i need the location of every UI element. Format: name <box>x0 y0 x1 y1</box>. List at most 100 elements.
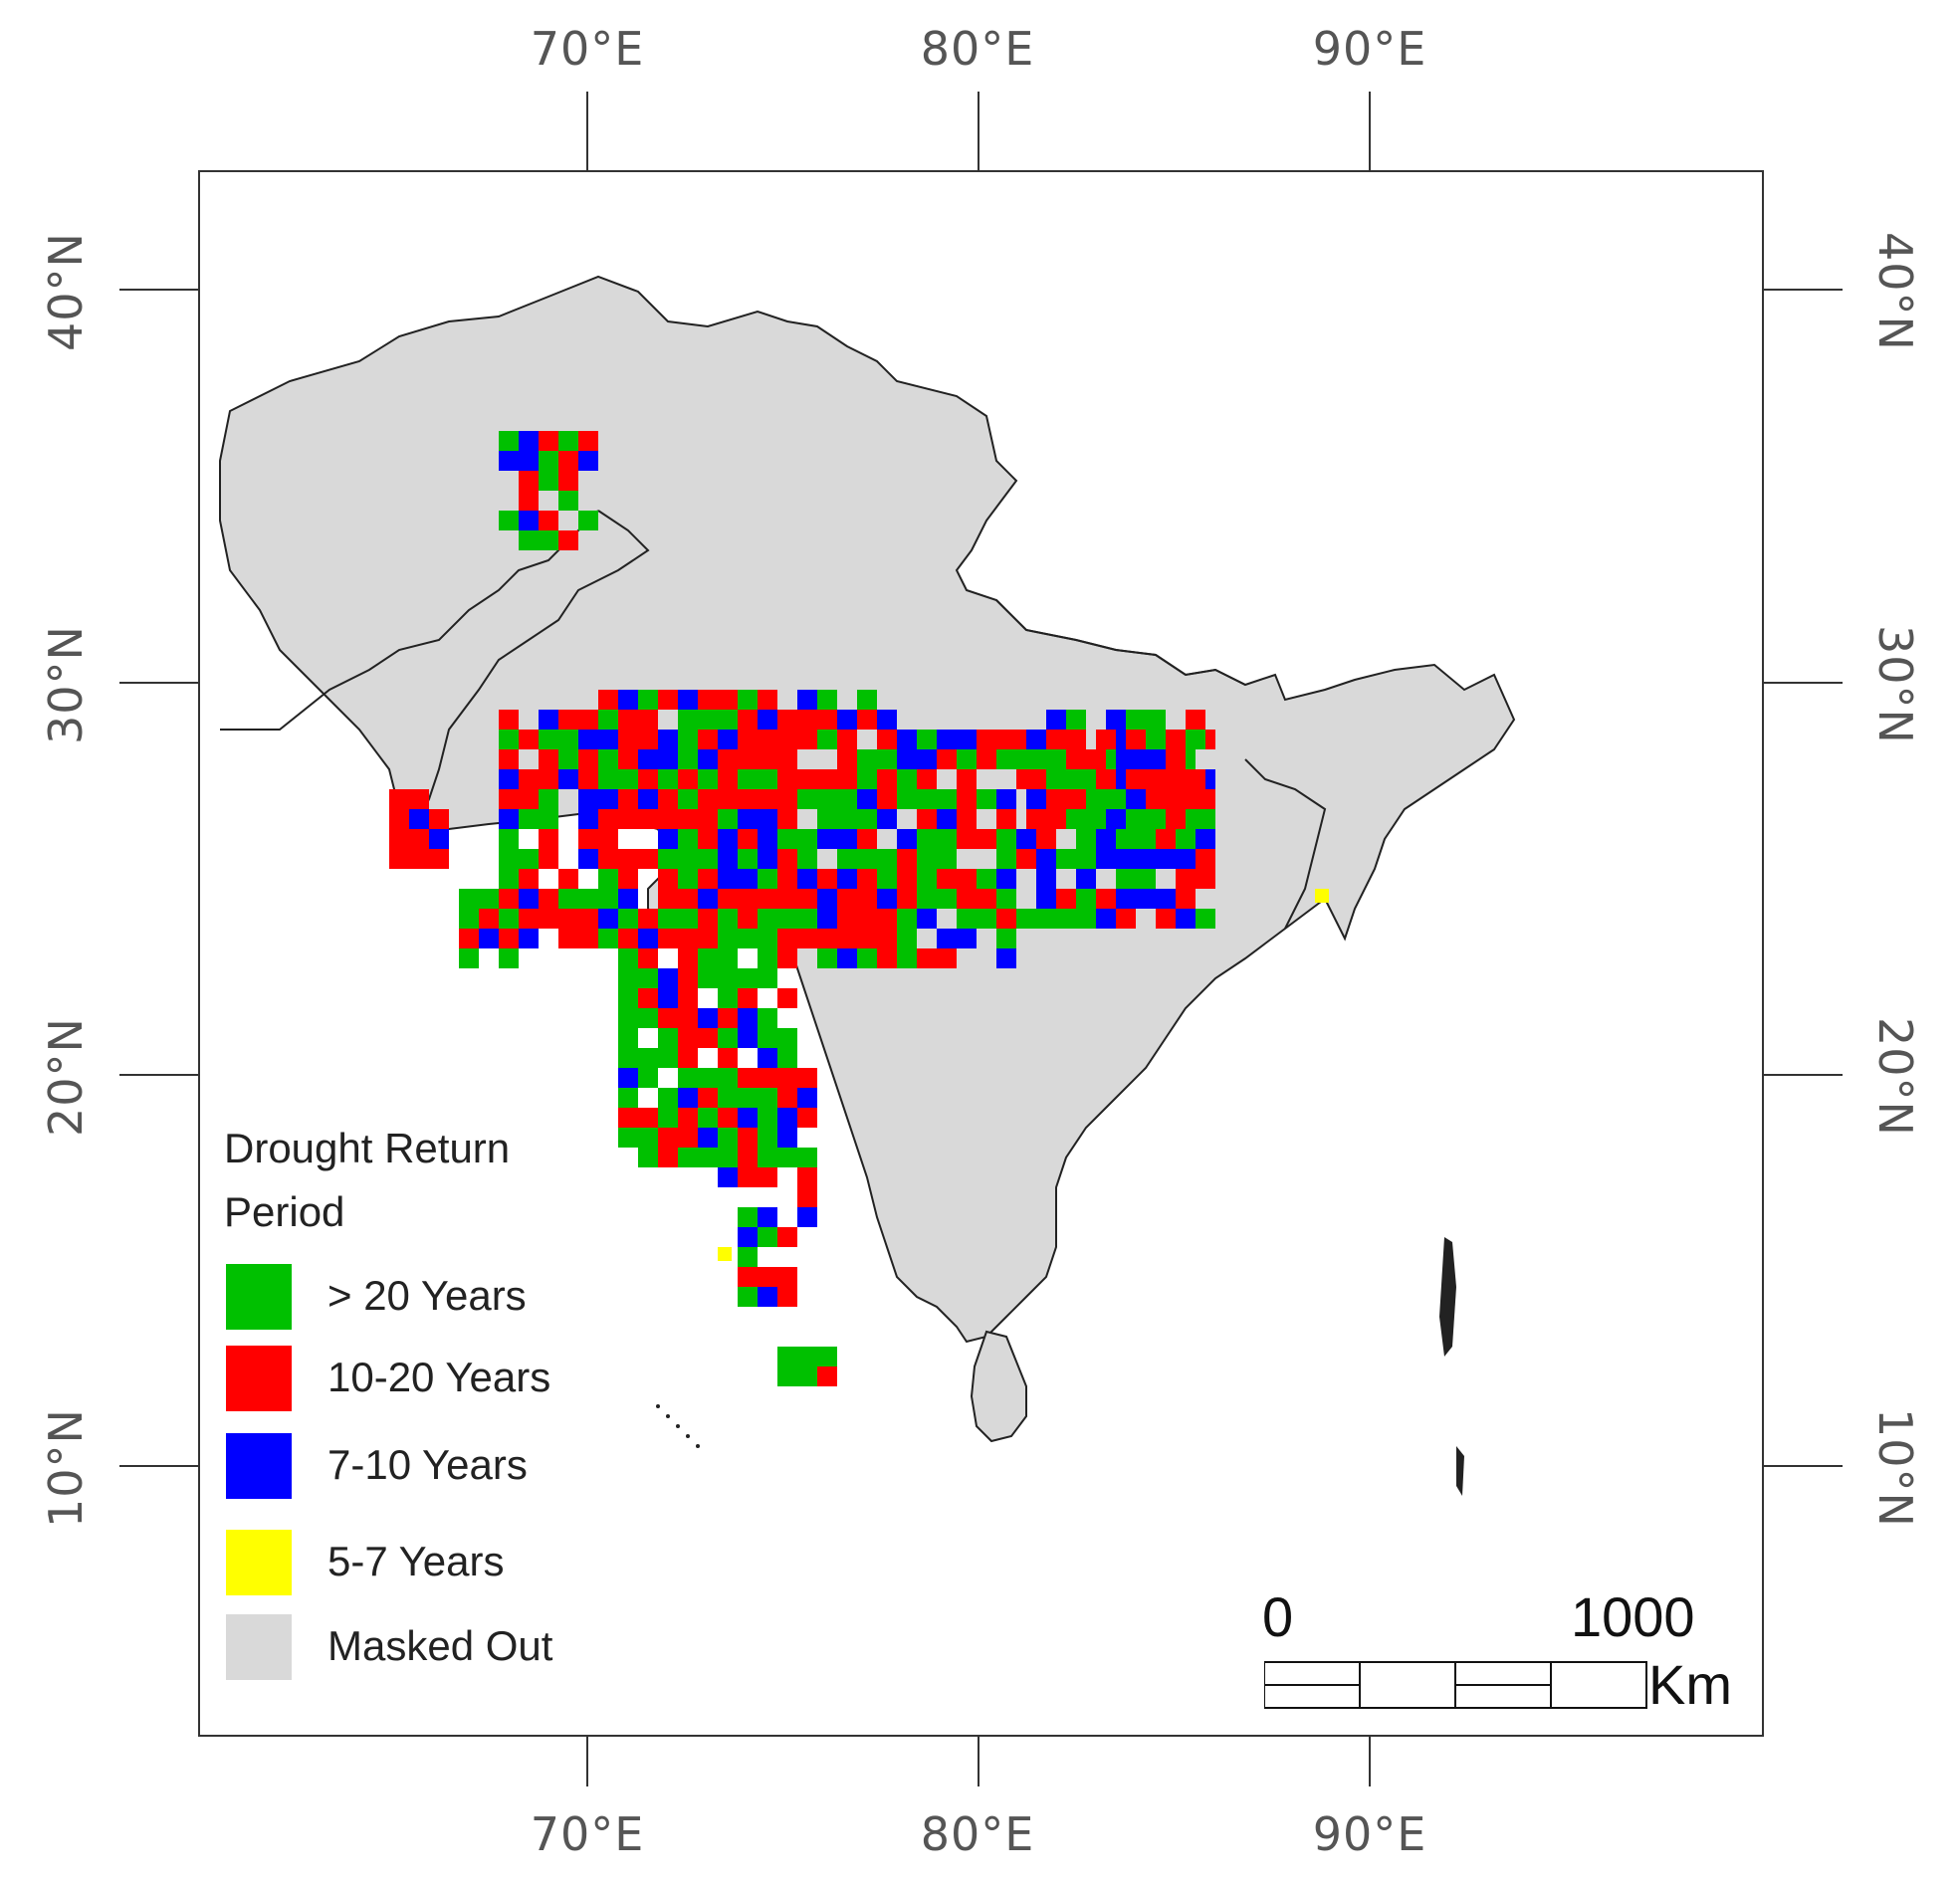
drought-cell <box>738 909 758 929</box>
drought-cell <box>519 869 539 889</box>
drought-cell <box>957 869 977 889</box>
internal-borders <box>220 510 1327 930</box>
drought-cell <box>718 1088 738 1108</box>
drought-cell <box>658 769 678 789</box>
drought-cell <box>897 849 917 869</box>
drought-cell <box>917 948 937 968</box>
drought-cell <box>558 471 578 491</box>
drought-cell <box>578 909 598 929</box>
lon-label-bottom-90: 90°E <box>1312 1807 1427 1861</box>
drought-cell <box>758 1028 777 1048</box>
drought-cell <box>797 730 817 749</box>
drought-cell <box>459 929 479 948</box>
drought-cell <box>957 909 977 929</box>
drought-cell <box>1116 829 1136 849</box>
drought-cell <box>758 1008 777 1028</box>
drought-cell <box>1196 829 1215 849</box>
drought-cell <box>777 789 797 809</box>
drought-cell <box>817 769 837 789</box>
drought-cell <box>837 749 857 769</box>
drought-cell <box>1096 909 1116 929</box>
drought-cell <box>499 789 519 809</box>
drought-cell <box>797 690 817 710</box>
drought-cell <box>758 1227 777 1247</box>
drought-cell <box>678 929 698 948</box>
drought-cell <box>539 889 558 909</box>
drought-cell <box>618 1048 638 1068</box>
drought-cell <box>758 889 777 909</box>
drought-cell <box>638 1148 658 1167</box>
drought-cell <box>777 869 797 889</box>
lon-label-top-70: 70°E <box>530 22 645 76</box>
border-india-pakistan <box>418 510 650 820</box>
drought-cell <box>897 909 917 929</box>
drought-cell <box>698 710 718 730</box>
drought-cell <box>1156 829 1176 849</box>
drought-cell <box>917 749 937 769</box>
drought-cell <box>678 690 698 710</box>
drought-cell <box>618 1108 638 1128</box>
lat-tick-right-10 <box>1764 1465 1843 1467</box>
drought-cell <box>678 809 698 829</box>
drought-cell <box>897 789 917 809</box>
drought-cell <box>578 730 598 749</box>
drought-cell <box>758 690 777 710</box>
drought-cell <box>1146 710 1166 730</box>
drought-cell <box>758 1148 777 1167</box>
drought-cell <box>1076 909 1096 929</box>
drought-cell <box>658 829 678 849</box>
drought-cell <box>777 849 797 869</box>
drought-cell <box>618 1008 638 1028</box>
drought-cell <box>917 730 937 749</box>
drought-cell <box>897 889 917 909</box>
drought-cell <box>738 789 758 809</box>
drought-cell <box>479 929 499 948</box>
drought-cell <box>937 889 957 909</box>
drought-cell <box>1096 730 1116 749</box>
drought-cell <box>758 948 777 968</box>
drought-cell <box>877 869 897 889</box>
drought-cell <box>718 1167 738 1187</box>
drought-cell <box>738 1068 758 1088</box>
legend-label: 5-7 Years <box>327 1538 505 1584</box>
drought-cell <box>897 948 917 968</box>
drought-cell <box>618 789 638 809</box>
legend-title-line1: Drought Return <box>224 1125 511 1171</box>
drought-cell <box>996 809 1016 829</box>
drought-cell <box>698 829 718 849</box>
drought-cell <box>877 809 897 829</box>
drought-cell <box>738 1167 758 1187</box>
drought-cell <box>1016 909 1036 929</box>
drought-cell <box>519 530 539 550</box>
drought-cell <box>558 869 578 889</box>
drought-cell <box>738 1227 758 1247</box>
drought-cell <box>897 730 917 749</box>
drought-cell <box>558 710 578 730</box>
drought-cell <box>1066 769 1086 789</box>
drought-cell <box>578 451 598 471</box>
drought-cell <box>797 1207 817 1227</box>
drought-cell <box>678 749 698 769</box>
drought-cell <box>817 889 837 909</box>
drought-cell <box>519 491 539 511</box>
drought-cell <box>837 889 857 909</box>
drought-cell <box>738 1267 758 1287</box>
drought-cell <box>1126 749 1146 769</box>
drought-cell <box>539 710 558 730</box>
drought-cell <box>917 789 937 809</box>
drought-cell <box>678 869 698 889</box>
drought-cell <box>638 1068 658 1088</box>
drought-cell <box>758 769 777 789</box>
legend-label: 10-20 Years <box>327 1354 551 1400</box>
drought-cell <box>1056 909 1076 929</box>
drought-cell <box>558 431 578 451</box>
drought-cell <box>539 431 558 451</box>
drought-cell <box>1066 730 1086 749</box>
scale-bar-graphic <box>1264 1661 1647 1709</box>
drought-cell <box>817 909 837 929</box>
drought-cell <box>1136 869 1156 889</box>
drought-cell <box>389 809 409 829</box>
drought-cell <box>539 471 558 491</box>
drought-cell <box>877 909 897 929</box>
drought-cell <box>499 909 519 929</box>
